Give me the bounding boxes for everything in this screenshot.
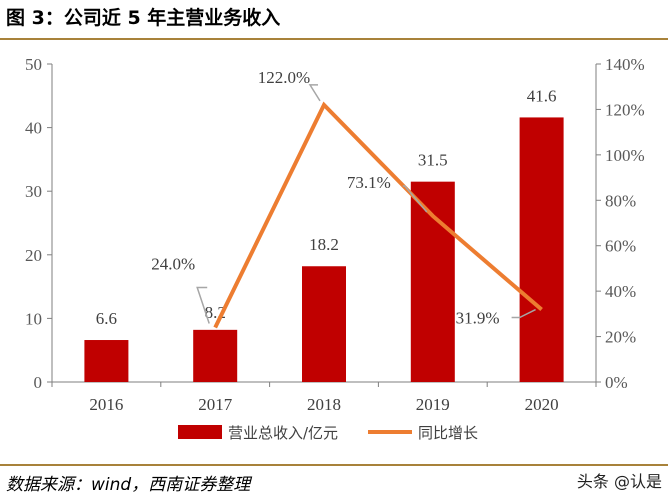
figure-title: 图 3：公司近 5 年主营业务收入	[6, 7, 281, 29]
left-axis-tick-label: 20	[25, 246, 42, 265]
x-axis-tick-label: 2019	[416, 395, 450, 414]
legend-line-label: 同比增长	[418, 424, 478, 442]
x-axis-tick-label: 2020	[525, 395, 559, 414]
source-note: 数据来源：wind，西南证券整理	[6, 475, 251, 495]
left-axis-tick-label: 10	[25, 309, 42, 328]
right-axis-tick-label: 100%	[605, 146, 645, 165]
left-axis-tick-label: 0	[34, 373, 43, 392]
bar-data-label: 41.6	[527, 86, 557, 105]
left-axis-tick-label: 40	[25, 119, 42, 138]
right-axis-tick-label: 20%	[605, 328, 636, 347]
x-axis-tick-label: 2018	[307, 395, 341, 414]
revenue-bar	[519, 117, 564, 382]
legend-bar-swatch	[178, 425, 222, 439]
growth-data-label: 24.0%	[151, 254, 195, 273]
legend-bar-label: 营业总收入/亿元	[228, 424, 338, 442]
right-axis-tick-label: 0%	[605, 373, 628, 392]
right-axis-tick-label: 40%	[605, 282, 636, 301]
revenue-chart: 0 10 20 30 40 50 0% 20% 40% 60% 80% 100% 120% 140% 201…	[25, 55, 645, 442]
top-rule	[0, 38, 668, 40]
revenue-bar	[84, 340, 129, 382]
right-axis-tick-label: 140%	[605, 55, 645, 74]
growth-label-leader	[308, 84, 321, 102]
growth-label-leader	[196, 286, 210, 324]
growth-data-label: 73.1%	[347, 173, 391, 192]
bar-data-label: 31.5	[418, 151, 448, 170]
growth-data-label: 31.9%	[456, 309, 500, 328]
watermark: 头条 @认是	[576, 472, 662, 491]
bar-data-label: 6.6	[96, 309, 117, 328]
right-axis-tick-label: 60%	[605, 237, 636, 256]
revenue-bar	[193, 329, 238, 382]
revenue-bar	[410, 181, 455, 382]
right-axis-tick-label: 120%	[605, 100, 645, 119]
left-axis-tick-label: 50	[25, 55, 42, 74]
bar-data-label: 18.2	[309, 235, 339, 254]
right-axis-tick-label: 80%	[605, 191, 636, 210]
growth-data-label: 122.0%	[258, 68, 310, 87]
growth-label-leader	[511, 308, 536, 319]
left-axis-tick-label: 30	[25, 182, 42, 201]
x-axis-tick-label: 2017	[198, 395, 233, 414]
bottom-rule	[0, 464, 668, 466]
growth-line	[213, 101, 543, 329]
x-axis-tick-label: 2016	[89, 395, 123, 414]
revenue-bar	[302, 266, 346, 382]
growth-label-leader	[402, 185, 428, 213]
